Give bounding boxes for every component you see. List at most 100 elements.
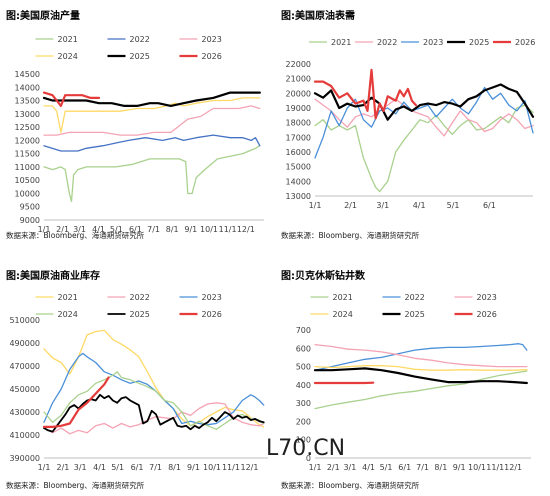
x-tick-label: 9/1 xyxy=(187,463,200,472)
legend-item-2023: 2023 xyxy=(179,35,222,44)
x-tick-label: 11/1 xyxy=(219,225,237,234)
y-tick-label: 16000 xyxy=(286,148,311,157)
x-tick-label: 4/1 xyxy=(413,201,426,210)
series-line-2025 xyxy=(42,91,261,107)
x-tick-label: 2/1 xyxy=(344,201,357,210)
chart-baker-hughes-rig-count: 0 100 200 300 400 500 600 700 1/1 2/1 3/1 4/1 5/1 6/1… xyxy=(296,293,531,472)
chart-title: 图:美国原油产量 xyxy=(6,11,80,22)
y-tick-label: 17000 xyxy=(286,133,311,142)
y-tick-label: 20000 xyxy=(286,89,311,98)
series-line-2024 xyxy=(43,371,265,430)
x-tick-label: 12/1 xyxy=(504,463,522,472)
legend-label: 2021 xyxy=(58,35,78,44)
panel-us-crude-commercial-stocks: 图:美国原油商业库存 390000 410000 430000 450000 47000… xyxy=(0,248,275,496)
x-tick-label: 6/1 xyxy=(398,463,411,472)
legend-item-2021: 2021 xyxy=(309,38,351,47)
y-tick-label: 15000 xyxy=(286,163,311,172)
x-tick-label: 11/1 xyxy=(222,463,240,472)
legend-item-2023: 2023 xyxy=(401,38,443,47)
y-tick-label: 390000 xyxy=(9,454,40,463)
legend-item-2026: 2026 xyxy=(179,52,222,61)
panel-us-crude-production: 图:美国原油产量 9000 9500 10000 10500 11000 11500 120… xyxy=(0,0,275,248)
legend-item-2022: 2022 xyxy=(355,38,397,47)
legend-label: 2025 xyxy=(130,52,150,61)
x-tick-label: 6/1 xyxy=(131,463,144,472)
y-tick-label: 21000 xyxy=(286,75,311,84)
data-source: 数据来源：Bloomberg、海通期货研究所 xyxy=(6,481,145,490)
series-line-2022 xyxy=(43,134,261,152)
chart-title: 图:美国原油商业库存 xyxy=(6,271,100,282)
legend-label: 2023 xyxy=(477,293,497,302)
x-tick-label: 10/1 xyxy=(203,463,221,472)
x-tick-label: 5/1 xyxy=(111,463,124,472)
series-line-2025 xyxy=(313,83,535,121)
legend-item-2024: 2024 xyxy=(35,310,78,319)
x-tick-label: 8/1 xyxy=(168,463,181,472)
series-line-2023 xyxy=(314,343,528,368)
x-tick-label: 5/1 xyxy=(110,225,123,234)
y-tick-label: 510000 xyxy=(9,316,40,325)
legend-label: 2022 xyxy=(377,38,397,47)
chart-us-crude-demand: 13000 14000 15000 16000 17000 18000 19000 20000… xyxy=(286,38,536,210)
legend-label: 2023 xyxy=(423,38,443,47)
x-tick-label: 1/1 xyxy=(38,225,51,234)
legend-label: 2021 xyxy=(333,293,353,302)
x-tick-label: 7/1 xyxy=(149,463,162,472)
legend-item-2026: 2026 xyxy=(179,310,222,319)
y-tick-label: 11500 xyxy=(15,150,40,159)
y-tick-label: 14500 xyxy=(15,70,40,79)
series-line-2024 xyxy=(43,97,261,134)
legend-label: 2023 xyxy=(202,35,222,44)
chart-us-crude-production: 9000 9500 10000 10500 11000 11500 12000 12500 13… xyxy=(15,35,264,234)
x-tick-label: 2/1 xyxy=(57,463,70,472)
legend-item-2024: 2024 xyxy=(35,52,78,61)
y-tick-label: 700 xyxy=(296,326,311,335)
chart-title: 图:美国原油表需 xyxy=(281,11,355,22)
series-line-2022 xyxy=(314,98,534,137)
y-tick-label: 300 xyxy=(296,399,311,408)
legend-label: 2024 xyxy=(58,310,78,319)
legend-label: 2021 xyxy=(331,38,351,47)
panel-baker-hughes-rig-count: 图:贝克休斯钻井数 0 100 200 300 400 500 600 700 1/1 2/1 3/… xyxy=(275,248,550,496)
series-line-2021 xyxy=(43,329,265,428)
x-tick-label: 3/1 xyxy=(74,463,87,472)
x-tick-label: 7/1 xyxy=(416,463,429,472)
data-source: 数据来源：Bloomberg、海通期货研究所 xyxy=(281,231,420,240)
y-tick-label: 0 xyxy=(306,454,311,463)
series-line-2026 xyxy=(313,68,417,120)
legend-label: 2021 xyxy=(58,293,78,302)
chart-title: 图:贝克休斯钻井数 xyxy=(281,271,365,282)
x-tick-label: 10/1 xyxy=(468,463,486,472)
legend-label: 2024 xyxy=(58,52,78,61)
chart-us-crude-commercial-stocks: 390000 410000 430000 450000 470000 490000 5100… xyxy=(9,293,268,472)
series-line-2025 xyxy=(313,367,528,385)
series-line-2023 xyxy=(314,86,534,159)
y-tick-label: 13500 xyxy=(15,97,40,106)
legend-label: 2026 xyxy=(515,38,535,47)
data-source: 数据来源：Bloomberg、海通期货研究所 xyxy=(6,231,145,240)
y-tick-label: 9500 xyxy=(20,203,40,212)
x-tick-label: 12/1 xyxy=(240,463,258,472)
y-tick-label: 12000 xyxy=(15,136,40,145)
y-tick-label: 100 xyxy=(296,436,311,445)
y-tick-label: 9000 xyxy=(20,216,40,225)
y-tick-label: 430000 xyxy=(9,408,40,417)
legend-item-2026: 2026 xyxy=(493,38,535,47)
y-tick-label: 14000 xyxy=(286,177,311,186)
legend-label: 2022 xyxy=(130,293,150,302)
y-tick-label: 11000 xyxy=(15,163,40,172)
legend-label: 2026 xyxy=(202,310,222,319)
x-tick-label: 8/1 xyxy=(166,225,179,234)
x-tick-label: 9/1 xyxy=(184,225,197,234)
legend-label: 2022 xyxy=(405,293,425,302)
x-tick-label: 5/1 xyxy=(380,463,393,472)
series-line-2026 xyxy=(42,376,110,428)
x-tick-label: 2/1 xyxy=(56,225,69,234)
series-line-2021 xyxy=(314,370,528,410)
legend-item-2021: 2021 xyxy=(310,293,353,302)
x-tick-label: 3/1 xyxy=(343,463,356,472)
x-tick-label: 4/1 xyxy=(93,463,106,472)
x-tick-label: 9/1 xyxy=(453,463,466,472)
y-tick-label: 470000 xyxy=(9,362,40,371)
legend-item-2021: 2021 xyxy=(35,35,78,44)
